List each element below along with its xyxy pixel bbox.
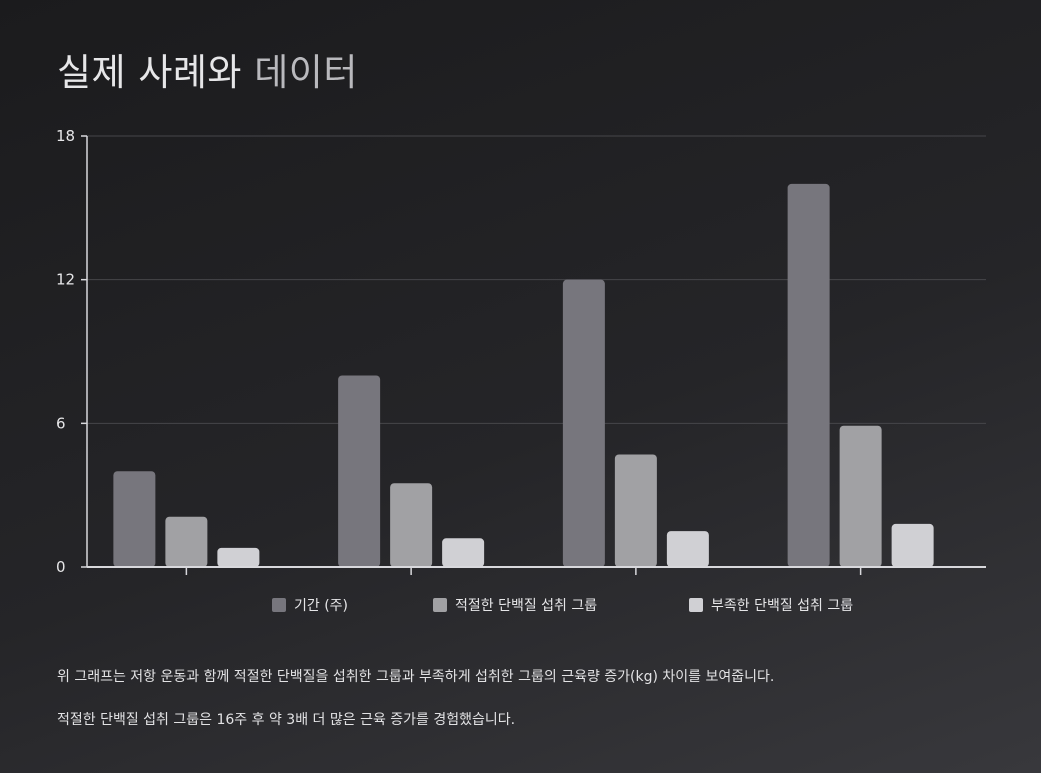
chart-legend: 기간 (주) 적절한 단백질 섭취 그룹 부족한 단백질 섭취 그룹 [0,595,1041,615]
slide-title: 실제 사례와 데이터 [57,42,358,96]
bar [666,531,709,567]
bar [839,425,882,567]
legend-swatch-adequate-protein [433,598,447,612]
tick-labels: 0 6 12 18 [56,127,75,576]
bar [217,547,260,567]
bar [390,483,433,567]
y-tick-label: 6 [56,414,66,432]
legend-swatch-insufficient-protein [689,598,703,612]
bars [113,183,934,567]
bar [614,454,657,567]
bar [442,538,485,567]
y-tick-label: 12 [56,271,75,289]
legend-label-adequate-protein: 적절한 단백질 섭취 그룹 [455,598,598,614]
bar [113,471,156,567]
caption-chart-description: 위 그래프는 저항 운동과 함께 적절한 단백질을 섭취한 그룹과 부족하게 섭… [57,669,775,685]
slide-title-main: 실제 사례와 [57,51,242,94]
axes [81,135,986,575]
legend-item-insufficient-protein: 부족한 단백질 섭취 그룹 [689,595,853,615]
legend-item-adequate-protein: 적절한 단백질 섭취 그룹 [433,595,597,615]
y-tick-label: 18 [56,127,75,145]
grid-lines [87,135,986,424]
legend-label-duration: 기간 (주) [294,598,349,614]
legend-swatch-duration [272,598,286,612]
bar [562,279,605,567]
legend-item-duration: 기간 (주) [272,595,348,615]
bar [787,183,830,567]
legend-label-insufficient-protein: 부족한 단백질 섭취 그룹 [711,598,854,614]
bar [165,516,208,567]
bar [338,375,381,567]
y-tick-label: 0 [56,558,66,576]
slide-title-accent: 데이터 [254,51,358,94]
caption-key-finding: 적절한 단백질 섭취 그룹은 16주 후 약 3배 더 많은 근육 증가를 경험… [57,712,516,728]
bar [891,523,934,567]
